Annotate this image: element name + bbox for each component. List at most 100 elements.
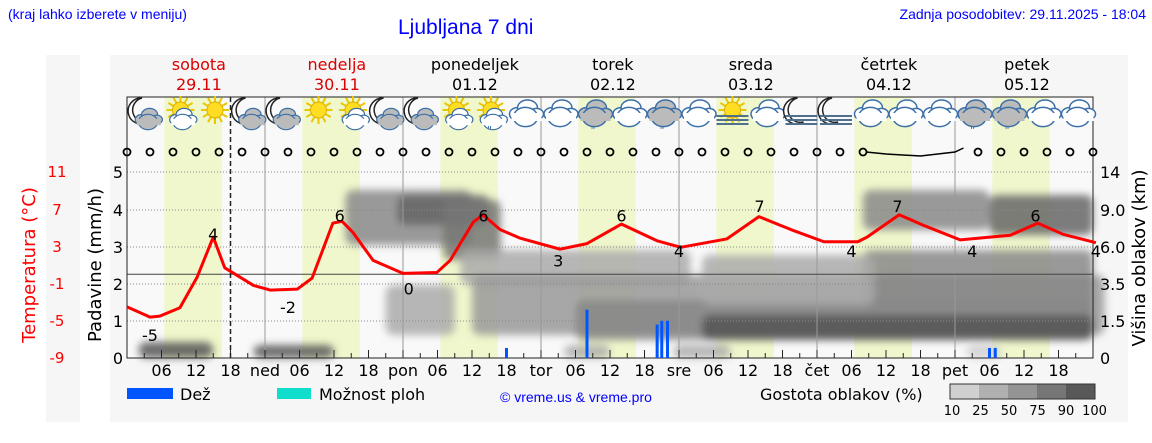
wind-calm-icon [559,147,569,157]
cloud-fill [546,113,576,121]
rain-drops-icon: " [487,124,492,137]
day-name: sreda [729,55,773,74]
wind-calm-icon [490,147,500,157]
moon-fog-icon [782,97,818,125]
cloud-icon [134,107,164,131]
x-tick-label: 12 [600,361,620,380]
cloud-icon [508,99,545,128]
cloud-density-area [138,342,214,358]
cloud-rain-icon: " [577,99,614,137]
cloud-fill [649,113,680,121]
x-tick-label: 18 [496,361,516,380]
sun-disc [724,101,741,119]
rain-bar [655,324,659,358]
wind-calm-icon [467,147,477,157]
cloud-icon [376,107,405,131]
cloud-density-area [443,200,501,260]
cloud-density-tick: 50 [1001,404,1018,419]
sun-ray [359,102,366,107]
sun-ray [324,102,332,107]
precip-tick: 0 [113,349,123,368]
rain-bar [585,309,589,358]
rain-bar [505,347,508,358]
x-tick-label: 12 [324,361,344,380]
sun-ray [735,97,741,104]
cloud-icon [750,99,786,128]
cloud-fill [511,113,542,121]
x-tick-label: 12 [1014,361,1034,380]
x-tick-label: 06 [841,361,861,380]
temperature-line [126,213,1097,319]
sun-ray [183,97,189,104]
sun-disc [206,101,224,119]
day-name: torek [592,55,634,74]
temperature-label: 7 [754,197,764,216]
sun-disc [310,101,327,119]
cloud-icon [888,99,924,128]
showers-legend-swatch [277,388,311,399]
cloud-icon [957,99,993,128]
cloud-height-tick: 14 [1100,163,1120,182]
cloud-density-area [673,345,731,358]
cloud-fill [891,113,921,121]
sun-ray [202,102,209,107]
cloud-fill [994,113,1025,121]
day-name: nedelja [308,55,367,74]
sun-ray [738,102,746,107]
cloud-icon [238,107,267,131]
x-tick-label: 06 [979,361,999,380]
sun-ray [221,102,228,107]
moon-cloud-icon [265,97,302,131]
cloud-height-tick: 3.5 [1100,275,1125,294]
temperature-tick: 3 [52,238,62,256]
sun-ray [494,97,499,104]
cloud-icon [479,107,509,131]
wind-calm-icon [375,147,385,157]
sun-ray [172,97,178,104]
sun-icon [201,96,229,124]
cloud-density-tick: 90 [1058,404,1075,419]
moon-cloud-icon [368,97,405,131]
x-tick-label: čet [805,361,830,380]
temperature-label: 3 [553,251,563,270]
x-tick-label: 06 [427,361,447,380]
cloud-density-area [702,315,1093,340]
wind-calm-icon [214,147,224,157]
sun-ray [321,97,327,104]
sun-ray [186,102,194,107]
cloud-icon [922,99,959,128]
temperature-tick: -9 [50,349,65,367]
temperature-label: 6 [616,207,626,226]
wind-calm-icon [720,147,730,157]
temperature-tick: 7 [52,201,62,219]
cloud-density-tick: 100 [1082,404,1107,419]
wind-calm-icon [421,147,431,157]
moon-icon [782,97,804,125]
cloud-fill [136,118,161,126]
wind-calm-icon [536,147,546,157]
wind-barb-icon [865,147,964,157]
wind-calm-icon [996,147,1006,157]
cloud-density-area [989,195,1093,235]
cloud-icon [1026,99,1062,128]
cloud-fill [240,118,265,126]
sun-ray [448,97,454,104]
temperature-label: 4 [1091,242,1101,261]
cloud-icon [445,107,474,131]
cloud-icon [508,99,545,128]
moon-fog-icon [817,97,852,125]
sun-ray [724,97,730,104]
sun-cloud-icon [339,96,371,131]
cloud-fill [753,113,783,121]
cloud-icon [681,99,717,128]
sun-ray [719,102,727,107]
sun-ray [478,113,485,118]
temperature-label: 0 [404,279,414,298]
cloud-height-axis-label: Višina oblakov (km) [1129,169,1150,346]
cloud-density-tick: 75 [1029,404,1046,419]
sun-cloud-icon [166,96,198,131]
sun-ray [459,97,465,104]
sun-ray [305,113,313,118]
temperature-label: 4 [674,242,684,261]
